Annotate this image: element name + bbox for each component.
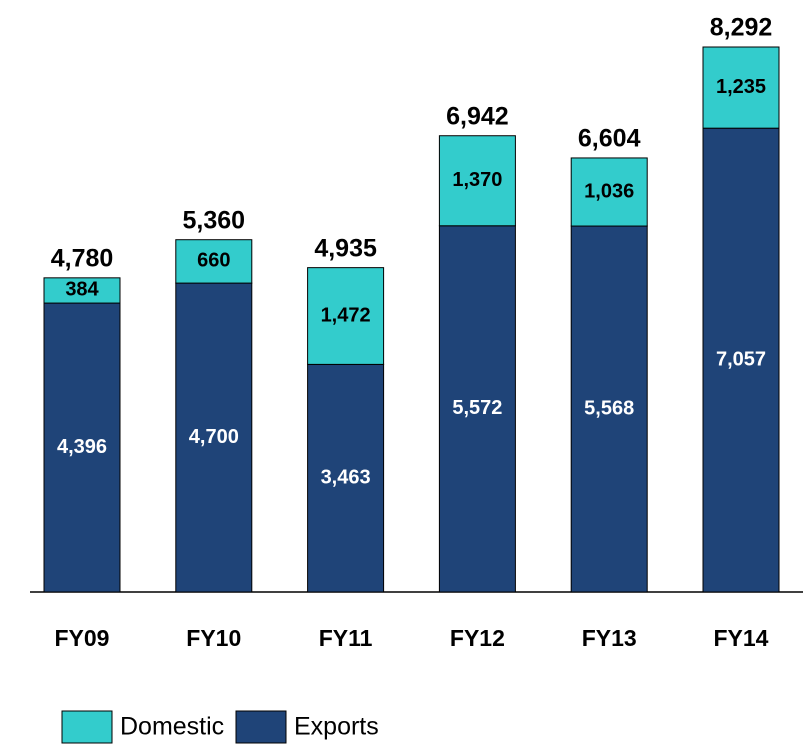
data-label: 5,568 (584, 397, 634, 419)
x-tick-label: FY13 (582, 625, 637, 651)
total-label: 8,292 (710, 14, 773, 42)
legend-swatch (235, 710, 287, 744)
total-label: 6,604 (578, 125, 641, 153)
total-label: 5,360 (183, 206, 246, 234)
bar-segment (438, 135, 516, 227)
x-tick-label: FY11 (319, 625, 373, 651)
data-label: 7,057 (716, 348, 766, 370)
data-label: 1,235 (716, 76, 766, 98)
data-label: 4,700 (189, 426, 239, 448)
bar-segment (570, 225, 648, 593)
bar-segment (175, 239, 253, 284)
legend-label: Domestic (120, 713, 224, 741)
bar-segment (570, 157, 648, 227)
data-label: 1,370 (452, 169, 502, 191)
x-tick-label: FY09 (55, 625, 110, 651)
x-tick-label: FY12 (450, 625, 505, 651)
bar-segment (43, 302, 121, 593)
bar-segment (307, 267, 385, 365)
total-label: 4,935 (314, 234, 377, 262)
bar-segment (43, 277, 121, 304)
legend-label: Exports (294, 713, 379, 741)
bar-segment (702, 46, 780, 129)
legend-swatch (61, 710, 113, 744)
bar-segment (702, 127, 780, 593)
data-label: 660 (197, 250, 230, 272)
bar-segment (438, 225, 516, 593)
data-label: 3,463 (321, 466, 371, 488)
total-label: 6,942 (446, 102, 509, 130)
x-tick-label: FY14 (714, 625, 769, 651)
bar-segment (307, 363, 385, 593)
data-label: 5,572 (452, 397, 502, 419)
data-label: 1,472 (321, 304, 371, 326)
bar-segment (175, 282, 253, 593)
data-label: 384 (65, 279, 99, 301)
total-label: 4,780 (51, 244, 114, 272)
data-label: 1,036 (584, 180, 634, 202)
x-tick-label: FY10 (186, 625, 241, 651)
data-label: 4,396 (57, 436, 107, 458)
